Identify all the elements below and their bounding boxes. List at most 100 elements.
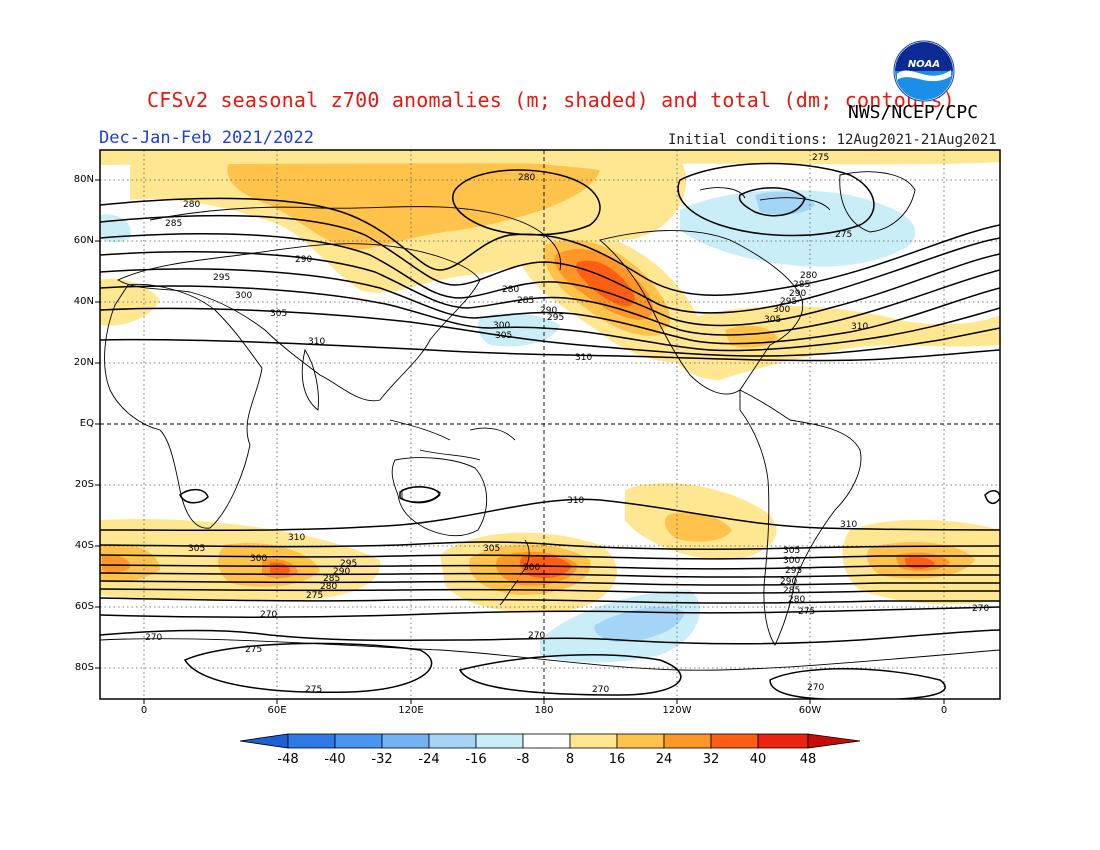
colorbar-label: 24	[655, 752, 673, 767]
colorbar-swatch	[381, 733, 430, 749]
svg-text:280: 280	[183, 200, 200, 210]
svg-text:300: 300	[235, 291, 252, 301]
svg-text:280: 280	[320, 582, 337, 592]
svg-text:305: 305	[764, 315, 781, 325]
svg-text:275: 275	[812, 153, 829, 163]
svg-text:300: 300	[783, 556, 800, 566]
svg-text:295: 295	[547, 313, 564, 323]
svg-text:280: 280	[800, 271, 817, 281]
svg-text:310: 310	[567, 496, 584, 506]
svg-text:290: 290	[789, 289, 806, 299]
shading-layer	[100, 150, 1000, 699]
svg-text:280: 280	[502, 285, 519, 295]
lat-label: EQ	[79, 418, 94, 429]
svg-text:290: 290	[333, 567, 350, 577]
svg-text:295: 295	[213, 273, 230, 283]
colorbar-label: -16	[465, 752, 487, 767]
lon-label: 0	[140, 705, 148, 716]
lon-label: 120W	[662, 705, 692, 716]
colorbar-swatch	[663, 733, 712, 749]
svg-text:300: 300	[250, 554, 267, 564]
svg-text:310: 310	[308, 337, 325, 347]
colorbar-swatch	[710, 733, 759, 749]
colorbar-swatch	[287, 733, 336, 749]
agency-label: NWS/NCEP/CPC	[848, 102, 979, 123]
colorbar-label: -8	[516, 752, 530, 767]
colorbar-swatch	[428, 733, 477, 749]
colorbar-label: -24	[418, 752, 440, 767]
colorbar-swatch	[522, 733, 571, 749]
svg-text:275: 275	[245, 645, 262, 655]
svg-text:295: 295	[785, 566, 802, 576]
lat-label: 60N	[73, 235, 94, 246]
contour-labels: 280 285 290 295 300 305 310 280 280 285 …	[145, 153, 989, 695]
lon-label: 0	[940, 705, 948, 716]
lat-label: 20N	[73, 357, 94, 368]
svg-text:310: 310	[288, 533, 305, 543]
svg-text:280: 280	[518, 173, 535, 183]
colorbar-label: 16	[608, 752, 626, 767]
height-contours	[100, 162, 1000, 699]
lat-label: 40S	[74, 540, 94, 551]
lat-label: 60S	[74, 601, 94, 612]
svg-text:295: 295	[780, 297, 797, 307]
svg-text:295: 295	[340, 559, 357, 569]
svg-text:285: 285	[323, 574, 340, 584]
svg-text:290: 290	[295, 255, 312, 265]
svg-text:270: 270	[972, 604, 989, 614]
colorbar-swatch	[757, 733, 809, 749]
colorbar-label: 32	[702, 752, 720, 767]
colorbar-swatch	[239, 733, 289, 749]
colorbar-swatch	[807, 733, 861, 749]
svg-text:285: 285	[793, 280, 810, 290]
lat-label: 20S	[74, 479, 94, 490]
svg-text:285: 285	[517, 296, 534, 306]
colorbar-swatch	[616, 733, 665, 749]
svg-text:290: 290	[780, 577, 797, 587]
colorbar-label: 8	[565, 752, 575, 767]
grid-lines	[100, 150, 1000, 699]
svg-text:275: 275	[798, 607, 815, 617]
lon-label: 60E	[267, 705, 287, 716]
colorbar-label: -32	[371, 752, 393, 767]
svg-text:270: 270	[260, 610, 277, 620]
svg-text:270: 270	[592, 685, 609, 695]
svg-text:NOAA: NOAA	[908, 59, 940, 70]
svg-text:285: 285	[783, 586, 800, 596]
svg-text:285: 285	[165, 219, 182, 229]
map-title: CFSv2 seasonal z700 anomalies (m; shaded…	[147, 88, 955, 112]
lon-label: 120E	[398, 705, 424, 716]
lat-label: 40N	[73, 296, 94, 307]
season-label: Dec-Jan-Feb 2021/2022	[99, 128, 314, 148]
svg-text:305: 305	[270, 309, 287, 319]
colorbar-label: 40	[749, 752, 767, 767]
svg-text:275: 275	[306, 591, 323, 601]
svg-text:310: 310	[851, 322, 868, 332]
lon-label: 60W	[798, 705, 822, 716]
coastlines	[100, 171, 1000, 671]
colorbar-swatch	[475, 733, 524, 749]
svg-text:270: 270	[807, 683, 824, 693]
colorbar-swatch	[569, 733, 618, 749]
svg-text:300: 300	[493, 321, 510, 331]
svg-text:305: 305	[495, 331, 512, 341]
svg-text:305: 305	[483, 544, 500, 554]
svg-text:310: 310	[840, 520, 857, 530]
svg-text:275: 275	[305, 685, 322, 695]
colorbar-swatch	[334, 733, 383, 749]
colorbar-label: -48	[277, 752, 299, 767]
svg-text:270: 270	[145, 633, 162, 643]
lat-label: 80S	[74, 662, 94, 673]
colorbar-label: 48	[799, 752, 817, 767]
svg-text:270: 270	[528, 631, 545, 641]
svg-text:305: 305	[783, 546, 800, 556]
noaa-logo-icon: NOAA	[893, 40, 955, 102]
svg-text:300: 300	[773, 305, 790, 315]
lat-label: 80N	[73, 174, 94, 185]
equator-dateline	[100, 150, 1000, 699]
colorbar	[239, 733, 861, 749]
svg-text:275: 275	[835, 230, 852, 240]
svg-text:310: 310	[575, 353, 592, 363]
svg-text:300: 300	[523, 563, 540, 573]
